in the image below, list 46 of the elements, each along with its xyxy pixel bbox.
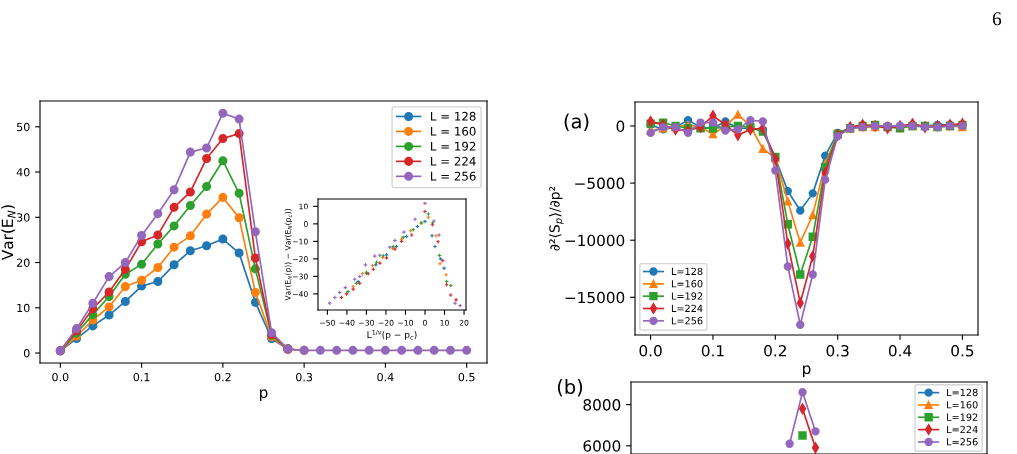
y-tick-label: 6000: [583, 440, 621, 452]
x-tick-label: 0.5: [458, 372, 475, 382]
y-tick-label: −10000: [565, 234, 625, 247]
x-tick-label: 0.0: [639, 344, 662, 357]
x-tick-label: 0.3: [296, 372, 313, 382]
legend-label: L=224: [947, 425, 978, 434]
y-axis-title: Var(E$_{N}$): [1, 205, 16, 261]
y-axis-title: ∂²⟨S$_{p}$⟩/∂p²: [549, 186, 564, 251]
legend-label: L = 128: [431, 111, 476, 121]
text: 6: [992, 12, 1002, 26]
x-tick-label: 0.2: [214, 372, 231, 382]
y-tick-label: 30: [16, 213, 30, 222]
x-axis-title: L$^{1/ν}$(p − p$_{c}$): [367, 329, 417, 340]
legend-label: L=224: [671, 304, 703, 312]
x-tick-label: 0.3: [826, 344, 849, 357]
legend-label: L=128: [671, 267, 703, 276]
x-tick-label: 0.1: [133, 372, 150, 382]
y-tick-label: 50: [17, 122, 30, 132]
x-axis-title: p: [803, 365, 811, 378]
legend-label: L=256: [947, 438, 978, 446]
x-tick-label: 0.4: [888, 344, 912, 357]
x-axis-title: p: [260, 389, 268, 402]
legend-label: L = 224: [431, 156, 476, 166]
text: (a): [564, 113, 589, 131]
legend-label: L=160: [671, 280, 703, 288]
y-tick-label: 0: [616, 120, 625, 133]
y-tick-label: −15000: [565, 291, 625, 304]
y-tick-label: 8000: [583, 399, 621, 411]
y-tick-label: 10: [17, 303, 30, 313]
legend-label: L=128: [947, 388, 978, 397]
text: (b): [557, 379, 583, 397]
legend-label: L = 192: [431, 141, 476, 151]
y-tick-label: 40: [16, 168, 30, 177]
legend-label: L=256: [671, 317, 703, 325]
legend-label: L=160: [947, 401, 978, 409]
legend-label: L=192: [671, 292, 703, 300]
x-tick-label: 0.5: [951, 344, 974, 357]
legend-label: L = 160: [431, 126, 476, 136]
legend-label: L=192: [947, 413, 978, 421]
y-tick-label: −5000: [575, 177, 625, 190]
x-tick-label: 0.0: [52, 372, 69, 382]
legend-label: L = 256: [431, 171, 476, 181]
y-tick-label: 20: [16, 258, 30, 267]
x-tick-label: 0.1: [701, 344, 724, 357]
x-tick-label: 0.2: [764, 344, 786, 357]
x-tick-label: 0.4: [377, 372, 394, 382]
